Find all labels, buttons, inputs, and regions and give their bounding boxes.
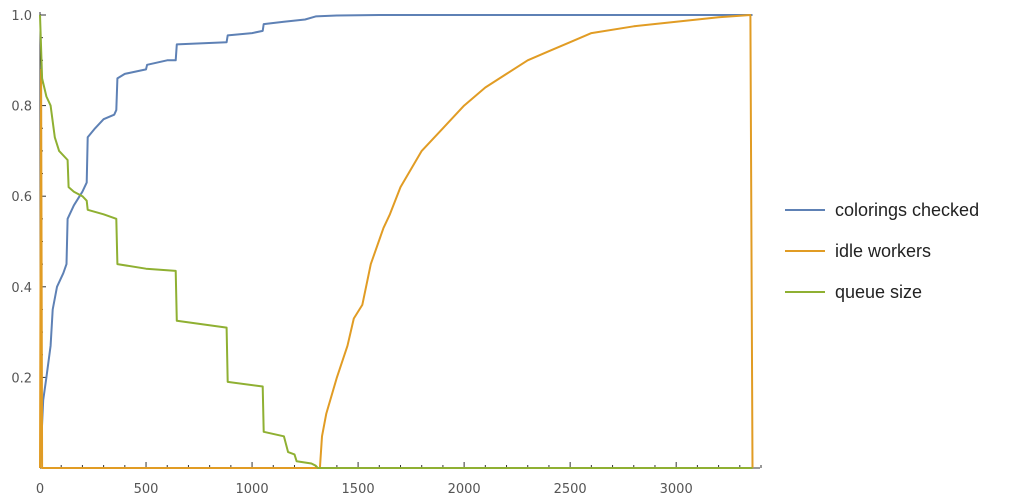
- axes: 0 500 1000 1500 2000 2500 3000 0.2 0.4 0.6 0.8 1.0: [11, 9, 762, 497]
- series-line-idle-workers: [39, 14, 754, 469]
- x-tick-label: 3000: [660, 482, 693, 497]
- legend-label: queue size: [835, 282, 922, 302]
- legend-label: colorings checked: [835, 200, 979, 220]
- y-tick-label: 0.8: [11, 100, 32, 115]
- legend-item-queue-size: queue size: [785, 282, 922, 302]
- y-tick-label: 0.6: [11, 190, 32, 205]
- plot-area: [39, 14, 754, 469]
- legend-item-idle-workers: idle workers: [785, 241, 931, 261]
- y-tick-label: 1.0: [11, 9, 32, 24]
- y-tick-label: 0.2: [11, 371, 32, 386]
- series-line-queue-size: [39, 14, 753, 469]
- x-tick-label: 1000: [236, 482, 269, 497]
- y-tick-label: 0.4: [11, 281, 32, 296]
- legend-item-colorings-checked: colorings checked: [785, 200, 979, 220]
- x-tick-label: 2000: [448, 482, 481, 497]
- x-tick-label: 500: [134, 482, 159, 497]
- x-tick-label: 1500: [342, 482, 375, 497]
- series-line-colorings-checked: [39, 14, 753, 469]
- legend: colorings checked idle workers queue size: [785, 200, 979, 302]
- x-tick-label: 0: [36, 482, 44, 497]
- legend-label: idle workers: [835, 241, 931, 261]
- x-tick-label: 2500: [554, 482, 587, 497]
